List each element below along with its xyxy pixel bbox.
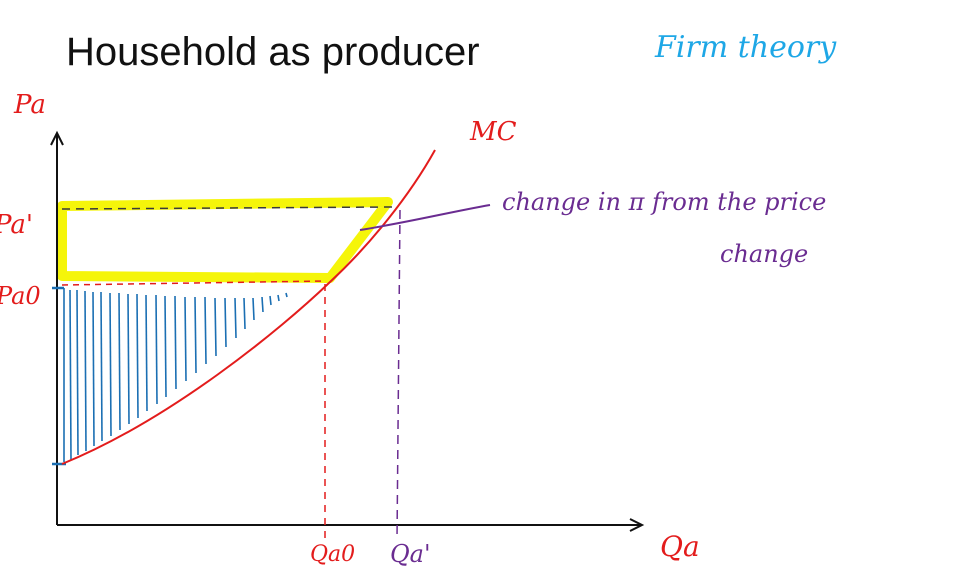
x-axis-label: Qa <box>660 530 700 563</box>
guide-qa-prime <box>396 209 401 541</box>
axes <box>50 130 645 532</box>
tick-pa-prime: Pa' <box>0 210 33 240</box>
callout-pointer <box>359 204 491 231</box>
tick-qa-prime: Qa' <box>390 540 431 568</box>
price-line-pa0 <box>61 280 327 286</box>
slide-title: Household as producer <box>66 30 480 74</box>
producer-surplus-shading <box>63 288 288 462</box>
callout-line-1: change in π from the price <box>502 188 827 216</box>
mc-curve <box>61 149 436 465</box>
tick-pa0: Pa0 <box>0 282 41 310</box>
mc-curve-label: MC <box>470 117 517 147</box>
y-axis-label: Pa <box>14 90 46 120</box>
callout-line-2: change <box>720 240 809 268</box>
firm-theory-note: Firm theory <box>655 30 837 65</box>
profit-change-highlight <box>57 197 393 283</box>
tick-qa0: Qa0 <box>310 542 356 567</box>
